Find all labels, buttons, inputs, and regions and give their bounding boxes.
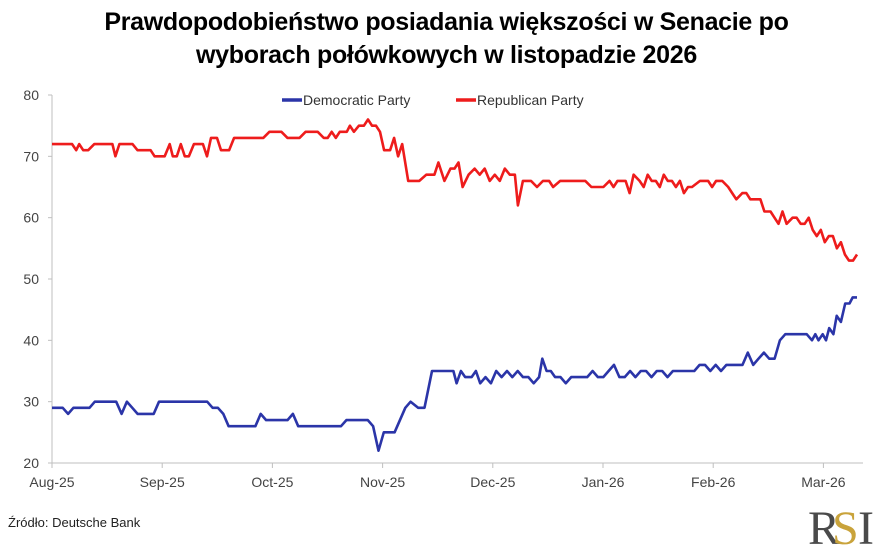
series-line-democratic xyxy=(52,296,857,452)
axes: 20 30 40 50 60 70 80 Aug-25 Sep-25 Oct-25 Nov-25 De… xyxy=(23,87,863,490)
x-tick-label: Jan-26 xyxy=(582,474,625,490)
source-note: Źródło: Deutsche Bank xyxy=(8,515,141,530)
x-tick-label: Nov-25 xyxy=(360,474,405,490)
rsi-logo: R S I xyxy=(808,502,874,550)
x-tick-label: Dec-25 xyxy=(470,474,515,490)
x-tick-label: Mar-26 xyxy=(801,474,846,490)
y-tick-label: 40 xyxy=(23,332,39,348)
x-tick-label: Aug-25 xyxy=(29,474,74,490)
x-tick-label: Oct-25 xyxy=(251,474,293,490)
x-tick-label: Sep-25 xyxy=(140,474,185,490)
legend-label: Democratic Party xyxy=(303,92,410,108)
line-chart: 20 30 40 50 60 70 80 Aug-25 Sep-25 Oct-25 Nov-25 De… xyxy=(23,87,863,490)
y-tick-label: 30 xyxy=(23,394,39,410)
y-tick-label: 80 xyxy=(23,87,39,103)
logo-letter-i: I xyxy=(858,502,874,550)
y-tick-label: 70 xyxy=(23,148,39,164)
legend-label: Republican Party xyxy=(477,92,584,108)
x-tick-label: Feb-26 xyxy=(691,474,736,490)
series-line-republican xyxy=(52,118,859,262)
chart-title: Prawdopodobieństwo posiadania większości… xyxy=(0,6,893,72)
y-tick-label: 20 xyxy=(23,455,39,471)
chart-title-line-1: Prawdopodobieństwo posiadania większości… xyxy=(104,8,789,36)
y-tick-label: 50 xyxy=(23,271,39,287)
chart-title-line-2: wyborach połówkowych w listopadzie 2026 xyxy=(196,41,697,69)
legend: Democratic Party Republican Party xyxy=(282,92,584,108)
logo-letter-s: S xyxy=(832,502,859,550)
y-tick-label: 60 xyxy=(23,210,39,226)
series-lines xyxy=(52,118,859,452)
logo-letter-r: R xyxy=(808,502,840,550)
